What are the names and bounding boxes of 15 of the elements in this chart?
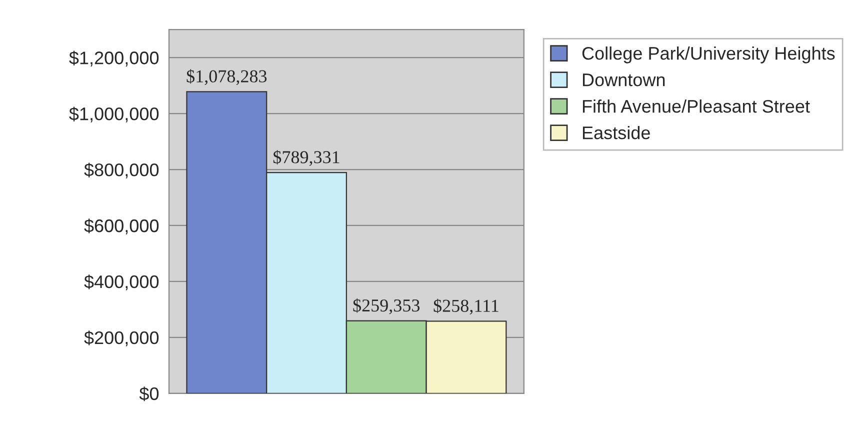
y-tick-label: $1,200,000 xyxy=(69,50,159,66)
legend-label: College Park/University Heights xyxy=(582,46,835,64)
legend-label: Downtown xyxy=(582,74,665,86)
data-label: $1,078,283 xyxy=(186,69,267,86)
legend-label: Eastside xyxy=(582,126,650,140)
data-label: $259,353 xyxy=(353,298,420,314)
y-tick-label: $1,000,000 xyxy=(69,106,159,122)
legend-label: Fifth Avenue/Pleasant Street xyxy=(582,99,810,113)
y-tick-label: $400,000 xyxy=(84,274,159,290)
y-tick-label: $0 xyxy=(139,386,159,402)
y-tick-label: $600,000 xyxy=(84,218,159,234)
y-tick-label: $200,000 xyxy=(84,330,159,346)
data-label: $789,331 xyxy=(273,150,340,166)
data-label: $258,111 xyxy=(434,298,498,315)
y-tick-label: $800,000 xyxy=(84,162,159,178)
